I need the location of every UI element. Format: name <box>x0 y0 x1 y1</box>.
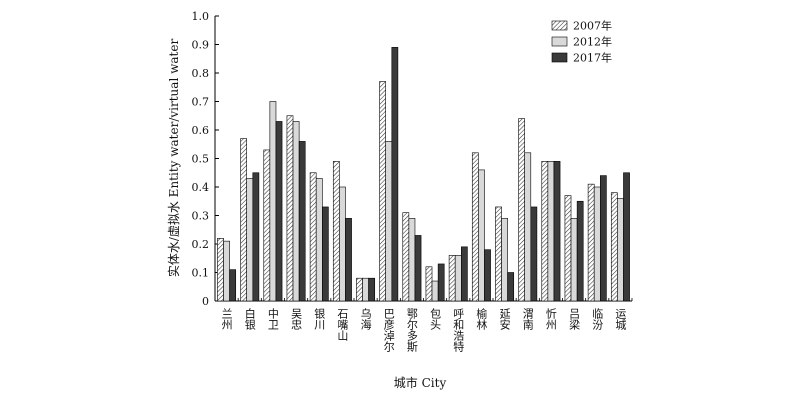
x-tick-label: 渭南 <box>521 308 534 330</box>
x-tick-label: 忻州 <box>544 308 557 330</box>
bar <box>414 235 422 302</box>
legend-label: 2007年 <box>573 19 612 33</box>
bar <box>570 218 578 302</box>
y-tick-label: 0 <box>202 295 209 308</box>
x-tick-label: 吕梁 <box>568 308 581 331</box>
x-axis: 兰州 白银 中卫 吴忠 银川 石嘴山 乌海 巴彦淖尔 鄂尔多斯 包头 呼和浩特 榆林 延安 渭南 忻州 吕梁临… <box>214 298 633 353</box>
bar <box>484 249 491 302</box>
legend: 2007年 2012年 2017年 <box>551 19 612 65</box>
bars <box>217 47 630 302</box>
y-tick-label: 0.7 <box>192 96 210 109</box>
bar <box>275 121 283 302</box>
legend-swatch <box>551 36 568 47</box>
y-tick-label: 0.9 <box>192 39 210 52</box>
x-axis-title: 城市 City <box>394 375 447 390</box>
x-tick-label: 临汾 <box>591 307 604 331</box>
bar <box>379 81 387 302</box>
bar <box>501 218 508 302</box>
bar <box>223 240 230 302</box>
bar <box>460 246 468 302</box>
bar <box>321 206 329 302</box>
bar <box>368 277 376 302</box>
x-tick-label: 兰州 <box>220 308 233 330</box>
x-tick-label: 乌海 <box>359 307 372 331</box>
bar <box>478 169 485 302</box>
x-tick-label: 呼和浩特 <box>452 308 465 352</box>
bar <box>495 206 502 302</box>
bar <box>252 172 260 302</box>
y-axis-title: 实体水/虚拟水 Entity water/virtual water <box>166 39 181 278</box>
x-tick-label: 鄂尔多斯 <box>405 308 418 353</box>
bar <box>576 200 584 302</box>
legend-swatch <box>551 20 568 31</box>
y-tick-label: 0.6 <box>192 124 210 137</box>
bar <box>240 138 248 302</box>
bar <box>471 152 479 302</box>
legend-swatch <box>551 52 568 63</box>
x-tick-label: 银川 <box>313 307 326 330</box>
bar <box>298 141 306 302</box>
bar <box>437 263 445 302</box>
bar <box>507 272 515 302</box>
x-tick-label: 吴忠 <box>290 308 303 330</box>
bar <box>617 198 624 302</box>
x-tick-label: 延安 <box>498 308 511 331</box>
bar <box>587 183 595 302</box>
bar <box>286 115 294 302</box>
x-tick-label: 包头 <box>429 308 442 330</box>
bar <box>332 161 340 302</box>
legend-label: 2017年 <box>573 51 612 65</box>
bar <box>610 192 618 302</box>
bar <box>408 218 416 302</box>
bar <box>391 47 399 302</box>
bar <box>431 280 439 302</box>
y-tick-label: 1.0 <box>192 10 210 23</box>
bar <box>217 238 224 302</box>
bar <box>269 101 277 302</box>
bar <box>425 266 433 302</box>
bar <box>547 161 555 302</box>
bar <box>553 161 561 302</box>
bar <box>362 277 369 302</box>
y-tick-label: 0.5 <box>192 153 210 166</box>
x-tick-label: 中卫 <box>266 308 279 330</box>
y-tick-label: 0.4 <box>192 181 210 194</box>
x-tick-label: 白银 <box>243 307 256 331</box>
bar <box>524 152 532 302</box>
bar <box>385 141 393 302</box>
bar <box>345 218 352 302</box>
y-axis: 0 0.1 0.2 0.3 0.4 0.5 0.6 0.7 0.8 0.9 1.0 <box>192 10 219 308</box>
bar <box>246 178 254 302</box>
bar <box>593 186 601 302</box>
bar <box>541 161 549 302</box>
bar <box>599 175 607 302</box>
bar <box>564 195 572 302</box>
x-tick-label: 榆林 <box>475 307 488 330</box>
bar <box>402 212 410 302</box>
bar <box>448 255 456 302</box>
x-tick-label: 巴彦淖尔 <box>382 308 395 352</box>
x-tick-label: 石嘴山 <box>336 308 349 341</box>
legend-label: 2012年 <box>573 35 612 49</box>
bar <box>356 277 363 302</box>
bar <box>309 172 317 302</box>
bar <box>518 118 525 302</box>
bar <box>229 269 237 302</box>
bar <box>292 121 300 302</box>
bar <box>315 178 323 302</box>
bar <box>530 206 538 302</box>
y-tick-label: 0.3 <box>192 210 210 223</box>
y-tick-label: 0.8 <box>192 67 210 80</box>
bar <box>454 255 462 302</box>
bar <box>339 186 346 302</box>
bar <box>263 149 271 302</box>
y-tick-label: 0.1 <box>192 267 210 280</box>
y-tick-label: 0.2 <box>192 238 210 251</box>
bar <box>623 172 630 302</box>
x-tick-label: 运城 <box>614 308 627 330</box>
